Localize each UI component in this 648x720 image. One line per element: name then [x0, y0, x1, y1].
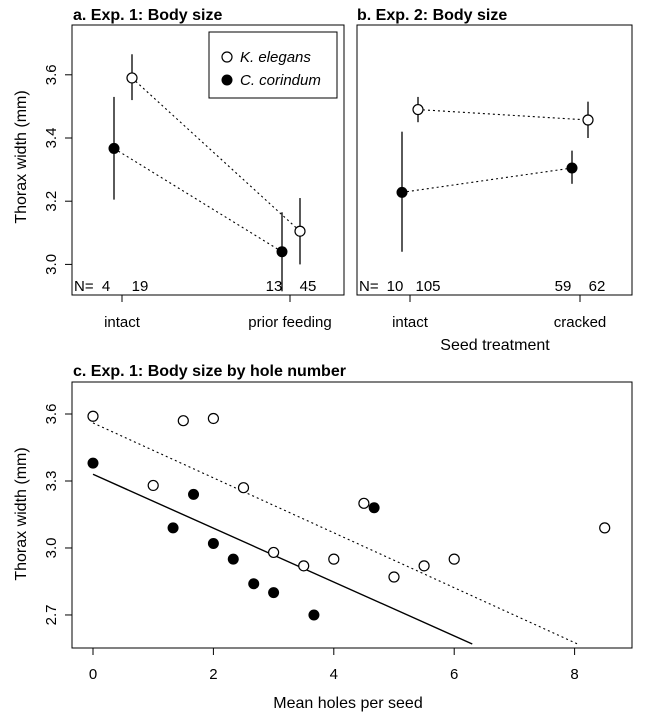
n-label: 105 — [415, 278, 440, 295]
data-point — [582, 114, 594, 126]
n-label: 13 — [266, 278, 283, 295]
data-point — [418, 560, 430, 572]
panel-c-title: c. Exp. 1: Body size by hole number — [73, 363, 346, 380]
data-point — [276, 246, 288, 258]
x-tick-label: 2 — [209, 666, 217, 683]
data-point — [177, 415, 189, 427]
x-tick-label: 6 — [450, 666, 458, 683]
x-tick-label: intact — [392, 314, 429, 331]
data-point — [248, 578, 260, 590]
data-point — [188, 488, 200, 500]
data-point — [268, 546, 280, 559]
legend-marker-k-elegans — [221, 51, 233, 63]
y-tick-label: 3.6 — [43, 64, 60, 85]
fit-line — [92, 473, 473, 645]
y-tick-label: 3.2 — [43, 191, 60, 212]
data-point — [108, 142, 120, 154]
legend-label-c-corindum: C. corindum — [240, 72, 321, 89]
data-point — [207, 538, 219, 550]
data-point — [87, 457, 99, 469]
connecting-line — [113, 147, 283, 253]
data-point — [396, 186, 408, 198]
data-point — [294, 225, 306, 237]
y-tick-label: 3.6 — [43, 404, 60, 425]
n-label: 59 — [555, 278, 572, 295]
data-point — [147, 479, 159, 492]
data-point — [87, 410, 99, 422]
panel-a-y-axis-label: Thorax width (mm) — [13, 90, 30, 223]
data-point — [207, 412, 219, 425]
n-label: 45 — [300, 278, 317, 295]
connecting-line — [401, 167, 573, 193]
x-tick-label: prior feeding — [248, 314, 331, 331]
n-label: 62 — [589, 278, 606, 295]
data-point — [308, 609, 320, 621]
panel-a-frame — [71, 24, 345, 296]
panel-c-frame — [71, 381, 633, 649]
connecting-line — [417, 109, 589, 121]
x-tick-label: intact — [104, 314, 141, 331]
y-tick-label: 3.0 — [43, 254, 60, 275]
legend-box — [208, 31, 338, 99]
panel-c-x-axis-label: Mean holes per seed — [273, 695, 422, 712]
n-label-prefix: N= — [74, 278, 94, 295]
data-point — [328, 553, 340, 565]
x-tick-label: cracked — [554, 314, 607, 331]
data-point — [388, 571, 400, 583]
data-point — [167, 522, 179, 534]
data-point — [448, 553, 460, 565]
data-point — [237, 482, 250, 494]
data-point — [126, 72, 138, 84]
y-tick-label: 3.3 — [43, 471, 60, 492]
panel-b-frame — [356, 24, 633, 296]
n-label: 19 — [132, 278, 149, 295]
y-tick-label: 3.4 — [43, 128, 60, 149]
panel-b-title: b. Exp. 2: Body size — [357, 7, 507, 24]
panel-a-plot: intact prior feeding 3.0 3.2 3.4 3.6 N= 4 19 13 45 — [43, 54, 332, 331]
y-tick-label: 2.7 — [43, 605, 60, 626]
n-label-prefix: N= — [359, 278, 379, 295]
data-point — [599, 522, 611, 534]
panel-c-plot: 0 2 4 6 8 2.7 3.0 3.3 3.6 — [43, 404, 611, 683]
panel-b-x-axis-label: Seed treatment — [440, 337, 550, 354]
x-tick-label: 0 — [89, 666, 97, 683]
x-tick-label: 4 — [330, 666, 338, 683]
data-point — [566, 162, 578, 174]
x-tick-label: 8 — [570, 666, 578, 683]
panel-a-title: a. Exp. 1: Body size — [73, 7, 222, 24]
legend-marker-c-corindum — [221, 74, 233, 86]
fit-line — [92, 422, 578, 645]
connecting-line — [131, 77, 301, 232]
data-point — [412, 103, 424, 116]
legend-label-k-elegans: K. elegans — [240, 49, 311, 66]
data-point — [268, 587, 280, 599]
data-point — [358, 497, 370, 509]
data-point — [227, 553, 239, 565]
data-point — [368, 502, 380, 514]
panel-c-y-axis-label: Thorax width (mm) — [13, 447, 30, 580]
y-tick-label: 3.0 — [43, 538, 60, 559]
n-label: 4 — [102, 278, 110, 295]
n-label: 10 — [387, 278, 404, 295]
panel-b-plot: intact cracked N= 10 105 59 62 — [359, 96, 607, 331]
data-point — [298, 560, 310, 572]
